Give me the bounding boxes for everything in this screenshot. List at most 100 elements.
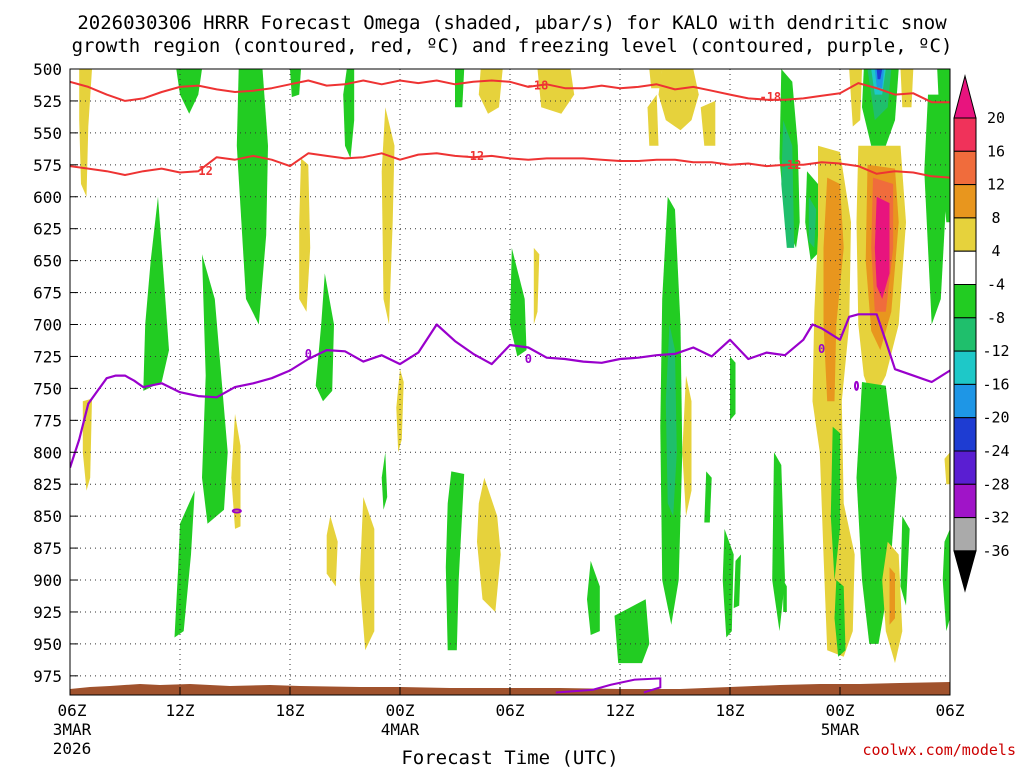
colorbar-label: 20	[987, 109, 1005, 127]
site-credit: coolwx.com/models	[862, 741, 1016, 759]
y-tick-label: 700	[33, 316, 62, 335]
omega-region-c_m8_m4	[830, 426, 840, 580]
colorbar-label: -4	[987, 276, 1005, 294]
colorbar-label: -36	[982, 542, 1009, 560]
x-tick-label: 00Z	[386, 701, 415, 720]
omega-region-c_4_8	[700, 100, 716, 146]
freezing-level-loop	[231, 508, 242, 514]
omega-region-c_8_12	[889, 567, 895, 625]
y-tick-label: 950	[33, 635, 62, 654]
omega-region-c_4_8	[381, 107, 395, 325]
x-tick-label: 00Z	[826, 701, 855, 720]
omega-shading-layer	[79, 69, 950, 664]
y-tick-label: 725	[33, 347, 62, 366]
colorbar-label: -16	[982, 375, 1009, 393]
dgz-minus12-contour	[70, 152, 950, 179]
omega-region-c_m12_m8	[665, 324, 677, 517]
x-tick-year: 2026	[53, 739, 92, 758]
x-tick-label: 12Z	[166, 701, 195, 720]
colorbar-swatch-c_8_12	[953, 184, 977, 219]
y-axis: 500 525 550 575 600 625 650 675 700 725 750 775 800 8…	[33, 60, 78, 686]
omega-region-c_m8_m4	[942, 528, 950, 632]
y-tick-label: 625	[33, 220, 62, 239]
omega-region-c_m8_m4	[343, 69, 355, 159]
colorbar-swatch-c_m36_m32	[953, 517, 977, 552]
omega-region-c_m12_m8	[781, 120, 795, 248]
y-tick-label: 650	[33, 252, 62, 271]
omega-region-c_4_8	[944, 452, 950, 485]
omega-region-c_4_8	[658, 69, 699, 131]
x-tick-date: 3MAR	[53, 720, 92, 739]
freezing-level-loop	[854, 380, 859, 391]
omega-region-c_4_8	[849, 69, 862, 127]
omega-region-c_4_8	[396, 369, 404, 453]
colorbar-swatch-c_m8_m4	[953, 284, 977, 319]
omega-region-c_m8_m4	[772, 452, 785, 632]
colorbar-label: 16	[987, 142, 1005, 160]
contour-labels-layer: -18 -18 -12 -12 -12 0 0 0	[191, 79, 825, 366]
omega-region-c_4_8	[82, 398, 92, 491]
omega-region-c_m8_m4	[730, 356, 736, 421]
omega-region-c_m24_m20	[876, 69, 883, 80]
colorbar-swatch-c_m12_m8	[953, 317, 977, 352]
y-tick-label: 875	[33, 539, 62, 558]
omega-region-c_m8_m4	[176, 69, 202, 114]
omega-region-c_m8_m4	[587, 560, 600, 635]
colorbar-label: -20	[982, 409, 1009, 427]
y-tick-label: 775	[33, 411, 62, 430]
colorbar-label: -32	[982, 509, 1009, 527]
freezing-level-label: 0	[525, 352, 532, 366]
freezing-level-contour	[70, 313, 950, 468]
omega-region-c_4_8	[326, 516, 338, 587]
omega-region-c_4_8	[682, 375, 692, 517]
omega-region-c_m8_m4	[834, 580, 846, 657]
colorbar: 20 16 12 8 4 -4 -8 -12 -16 -20 -24 -28 -32 -36	[953, 74, 1010, 593]
x-tick-date: 5MAR	[821, 720, 860, 739]
y-tick-label: 975	[33, 667, 62, 686]
colorbar-swatch-c_m16_m12	[953, 350, 977, 385]
colorbar-label: 4	[991, 242, 1000, 260]
omega-region-c_4_8	[299, 158, 311, 312]
omega-region-c_4_8	[478, 69, 503, 114]
colorbar-label: -12	[982, 342, 1009, 360]
omega-region-c_m8_m4	[143, 196, 169, 391]
x-tick-label: 12Z	[606, 701, 635, 720]
omega-region-c_4_8	[537, 69, 575, 114]
colorbar-swatch-c_m24_m20	[953, 417, 977, 452]
y-tick-label: 600	[33, 188, 62, 207]
x-tick-label: 18Z	[716, 701, 745, 720]
chart-title-line-1: 2026030306 HRRR Forecast Omega (shaded, …	[77, 12, 947, 34]
y-tick-label: 550	[33, 124, 62, 143]
omega-region-c_m8_m4	[722, 528, 734, 638]
freezing-level-label: 0	[818, 342, 825, 356]
dgz-minus18-label: -18	[527, 79, 549, 93]
omega-region-c_4_8	[647, 94, 659, 146]
omega-region-c_m8_m4	[510, 247, 527, 357]
y-tick-label: 925	[33, 603, 62, 622]
y-tick-label: 850	[33, 507, 62, 526]
y-tick-label: 750	[33, 379, 62, 398]
omega-region-c_4_8	[231, 413, 241, 529]
colorbar-label: 12	[987, 176, 1005, 194]
colorbar-swatch-c_m32_m28	[953, 483, 977, 519]
omega-region-c_m8_m4	[236, 69, 268, 325]
omega-region-c_m8_m4	[704, 471, 712, 523]
freezing-level-label: 0	[305, 347, 312, 361]
colorbar-label: -8	[987, 309, 1005, 327]
omega-region-c_m8_m4	[937, 69, 950, 223]
colorbar-label: 8	[991, 209, 1000, 227]
omega-region-c_m8_m4	[614, 599, 650, 664]
omega-region-c_m8_m4	[900, 516, 910, 606]
colorbar-label: -24	[982, 442, 1009, 460]
x-tick-label: 06Z	[58, 701, 87, 720]
y-tick-label: 900	[33, 571, 62, 590]
colorbar-swatch-c_m20_m16	[953, 383, 977, 419]
omega-region-c_4_8	[900, 69, 914, 108]
omega-region-c_m8_m4	[783, 580, 787, 612]
colorbar-swatch-c_m28_m24	[953, 450, 977, 485]
colorbar-top-arrow	[953, 74, 977, 119]
y-tick-label: 500	[33, 60, 62, 79]
y-tick-label: 800	[33, 443, 62, 462]
